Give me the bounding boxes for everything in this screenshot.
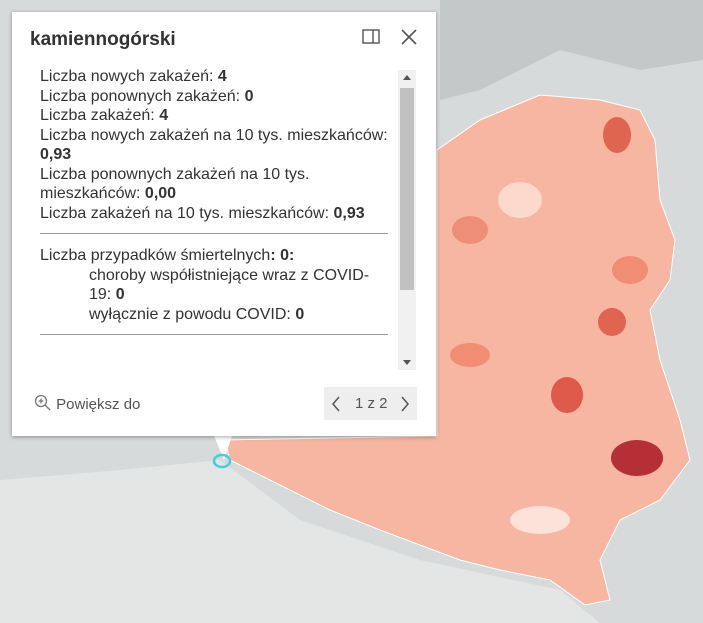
field-label: Liczba zakażeń na 10 tys. mieszkańców:: [40, 204, 334, 222]
neighbor-land: [0, 460, 600, 623]
dock-button[interactable]: [362, 28, 382, 46]
regions: [450, 117, 663, 534]
pager: 1 z 2: [324, 387, 417, 420]
region[interactable]: [452, 216, 488, 244]
field-label: Liczba ponownych zakażeń na 10 tys. mies…: [40, 165, 310, 203]
popup-title: kamiennogórski: [30, 29, 176, 50]
region[interactable]: [598, 308, 626, 336]
zoom-button[interactable]: Powiększ do: [34, 394, 140, 413]
field: choroby współistniejące wraz z COVID-19:…: [40, 266, 390, 305]
death-items: choroby współistniejące wraz z COVID-19:…: [40, 266, 390, 325]
selected-region[interactable]: [212, 453, 232, 469]
field-value: : 0:: [270, 247, 295, 264]
field: Liczba nowych zakażeń na 10 tys. mieszka…: [40, 126, 390, 165]
region[interactable]: [450, 343, 490, 367]
field: Liczba zakażeń na 10 tys. mieszkańców: 0…: [40, 204, 390, 224]
region[interactable]: [510, 506, 570, 534]
region[interactable]: [498, 182, 542, 218]
field-label: Liczba ponownych zakażeń:: [40, 87, 245, 105]
field-value: 0: [295, 305, 305, 323]
field-label: choroby współistniejące wraz z COVID-19:: [89, 266, 370, 304]
popup-pointer: [214, 436, 232, 460]
scrollbar-thumb[interactable]: [400, 88, 414, 290]
scrollbar[interactable]: [398, 70, 416, 370]
field: wyłącznie z powodu COVID: 0: [40, 305, 390, 325]
field-value: 4: [159, 107, 169, 124]
field-label: Liczba zakażeń:: [40, 107, 160, 124]
field: Liczba ponownych zakażeń: 0: [40, 87, 390, 107]
zoom-icon: [34, 394, 51, 411]
region[interactable]: [603, 117, 631, 153]
field: Liczba ponownych zakażeń na 10 tys. mies…: [40, 165, 390, 204]
field-label: Liczba nowych zakażeń:: [40, 68, 218, 85]
region[interactable]: [611, 440, 663, 476]
separator: [40, 334, 388, 335]
field-label: wyłącznie z powodu COVID:: [89, 305, 296, 323]
field-list: Liczba nowych zakażeń: 4 Liczba ponownych…: [40, 67, 390, 223]
field-value: 0: [115, 286, 125, 303]
field-value: 0,93: [40, 146, 72, 163]
field-value: 4: [217, 68, 227, 85]
zoom-label: Powiększ do: [56, 396, 141, 413]
region[interactable]: [612, 256, 648, 284]
popup-content: Liczba nowych zakażeń: 4 Liczba ponownych…: [40, 67, 390, 373]
separator: [40, 233, 388, 234]
field-value: 0,93: [333, 204, 365, 222]
close-button[interactable]: [400, 28, 418, 46]
sea: [0, 0, 703, 100]
pager-label: 1 z 2: [355, 395, 388, 412]
field-value: 0: [244, 87, 254, 105]
next-button[interactable]: [400, 396, 410, 412]
field: Liczba zakażeń: 4: [40, 106, 390, 126]
region[interactable]: [551, 377, 583, 413]
field-label: Liczba nowych zakażeń na 10 tys. mieszka…: [40, 126, 388, 144]
deaths: Liczba przypadków śmiertelnych: 0:: [40, 246, 390, 266]
prev-button[interactable]: [331, 396, 341, 412]
field-label: Liczba przypadków śmiertelnych: [40, 247, 271, 264]
field: Liczba nowych zakażeń: 4: [40, 67, 390, 87]
field-value: 0,00: [144, 185, 177, 202]
